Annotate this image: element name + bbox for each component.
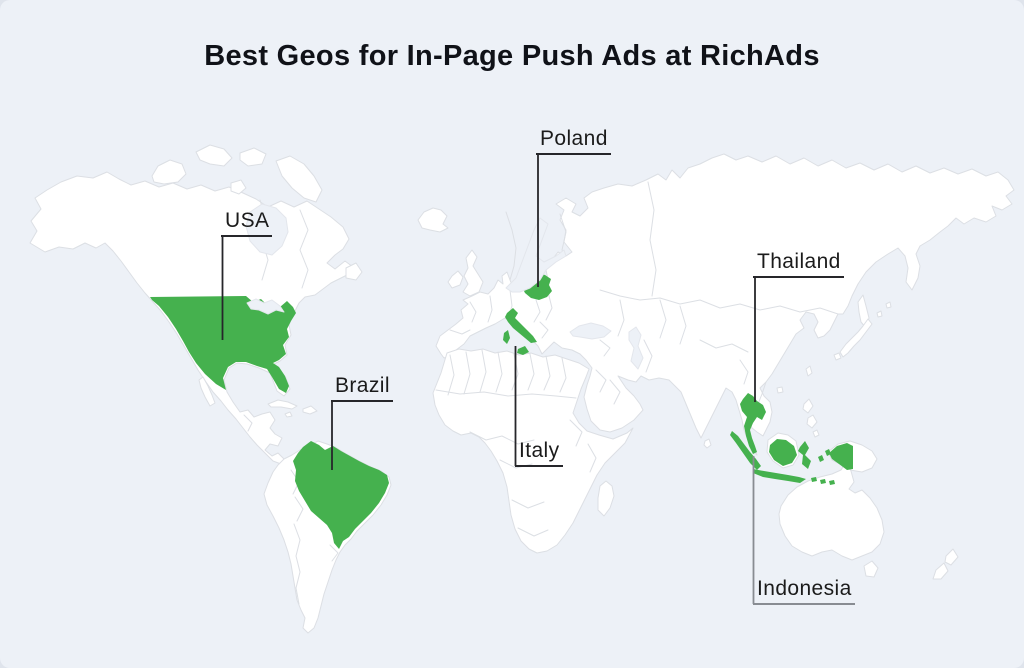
sri-lanka-island xyxy=(703,438,712,449)
great-britain-island xyxy=(462,249,484,297)
highlighted-geos xyxy=(150,273,853,549)
africa-landmass xyxy=(432,348,634,554)
indonesia-small-island xyxy=(829,480,835,485)
indonesia-sulawesi-highlight xyxy=(798,441,811,469)
sicily-highlight xyxy=(517,346,529,355)
kyushu-island xyxy=(833,352,842,361)
italy-highlight xyxy=(505,308,537,343)
baffin-island xyxy=(275,155,323,203)
japan-islands xyxy=(839,318,873,358)
newfoundland-island xyxy=(345,262,363,281)
label-thailand-text: Thailand xyxy=(757,250,841,273)
label-italy-text: Italy xyxy=(519,439,560,462)
great-lakes xyxy=(246,298,285,315)
hainan-island xyxy=(776,386,784,394)
ireland-island xyxy=(447,270,464,289)
baja-peninsula xyxy=(198,376,216,407)
indonesia-small-island xyxy=(825,449,831,456)
indonesia-java-highlight xyxy=(753,469,806,483)
sardinia-highlight xyxy=(503,330,510,344)
brazil-highlight xyxy=(293,441,389,549)
label-usa-text: USA xyxy=(225,209,270,232)
philippines-islands xyxy=(802,398,814,414)
black-sea xyxy=(569,322,612,340)
indonesia-borneo-highlight xyxy=(769,439,797,466)
jamaica-island xyxy=(284,411,293,418)
philippines-islands xyxy=(806,414,818,429)
taiwan-island xyxy=(805,365,813,377)
label-thailand: Thailand xyxy=(753,251,844,278)
iceland-island xyxy=(417,207,449,233)
new-zealand-north-island xyxy=(944,548,959,566)
connector-lines xyxy=(221,154,756,604)
page-title: Best Geos for In-Page Push Ads at RichAd… xyxy=(204,40,820,72)
label-brazil-text: Brazil xyxy=(335,374,390,397)
inland-water xyxy=(245,203,644,370)
usa-highlight xyxy=(150,296,296,393)
kuril-island xyxy=(885,301,892,309)
madagascar-island xyxy=(597,480,615,517)
philippines-islands xyxy=(812,429,820,438)
thailand-highlight xyxy=(740,393,766,454)
arctic-island xyxy=(151,159,187,185)
indonesia-small-island xyxy=(811,477,817,482)
kuril-island xyxy=(876,310,883,318)
new-zealand-south-island xyxy=(932,562,949,580)
tasmania-island xyxy=(863,560,879,578)
label-italy: Italy xyxy=(515,440,563,467)
australia-landmass xyxy=(778,461,885,561)
landmasses xyxy=(29,144,1015,634)
arctic-island xyxy=(195,144,233,167)
eurasia-landmass xyxy=(435,153,1015,456)
label-brazil: Brazil xyxy=(331,375,393,402)
label-usa: USA xyxy=(221,209,273,237)
indonesia-papua-highlight xyxy=(829,443,853,470)
arctic-island xyxy=(230,179,247,195)
arctic-island xyxy=(239,147,267,167)
label-indonesia: Indonesia xyxy=(753,578,855,605)
label-indonesia-text: Indonesia xyxy=(757,577,852,600)
baltic-sea xyxy=(505,217,567,293)
cuba-island xyxy=(267,399,298,410)
label-poland: Poland xyxy=(536,128,611,155)
indonesia-small-island xyxy=(818,455,824,462)
caspian-sea xyxy=(628,326,644,370)
hispaniola-island xyxy=(302,405,318,415)
indonesia-small-island xyxy=(820,479,826,484)
label-poland-text: Poland xyxy=(540,127,608,150)
